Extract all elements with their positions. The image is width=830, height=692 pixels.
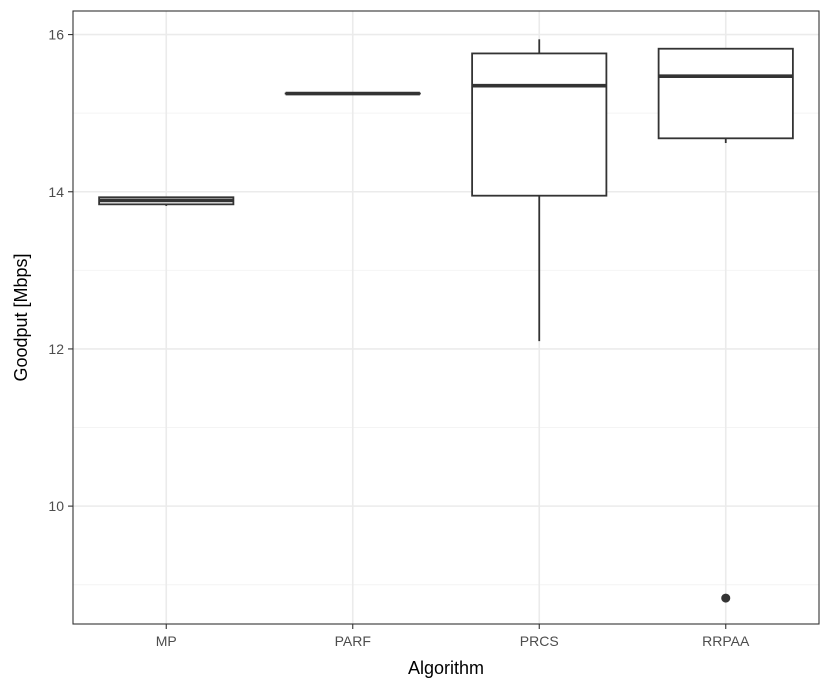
x-tick-label: MP bbox=[156, 633, 177, 649]
box-series bbox=[98, 39, 794, 603]
box-iqr bbox=[657, 47, 794, 140]
x-tick-label: PARF bbox=[335, 633, 371, 649]
box-prcs bbox=[471, 39, 608, 342]
outlier-point bbox=[721, 593, 731, 603]
box-iqr bbox=[471, 52, 608, 197]
x-tick-label: RRPAA bbox=[702, 633, 750, 649]
y-axis-title: Goodput [Mbps] bbox=[11, 253, 31, 381]
box-mp bbox=[98, 196, 235, 206]
y-tick-label: 16 bbox=[48, 27, 64, 43]
y-tick-label: 12 bbox=[48, 341, 64, 357]
y-tick-label: 10 bbox=[48, 498, 64, 514]
plot-panel-border bbox=[72, 10, 820, 625]
box-rrpaa bbox=[657, 47, 794, 603]
y-tick-label: 14 bbox=[48, 184, 64, 200]
x-axis-title: Algorithm bbox=[408, 658, 484, 678]
x-tick-label: PRCS bbox=[520, 633, 559, 649]
axes: 10 12 14 16 MP PARF PRCS RRPAA bbox=[48, 27, 750, 649]
